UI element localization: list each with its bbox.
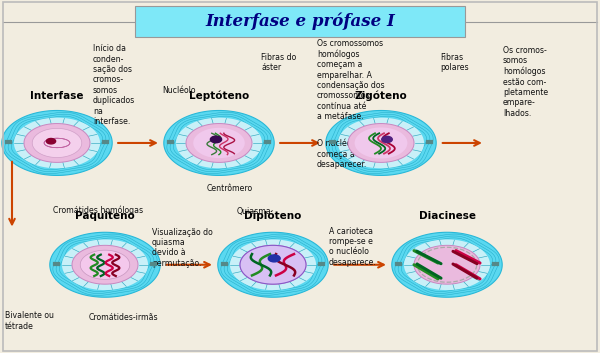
Polygon shape <box>32 128 82 157</box>
Text: Interfase e prófase I: Interfase e prófase I <box>205 13 395 30</box>
Text: Diacinese: Diacinese <box>419 211 476 221</box>
Polygon shape <box>50 232 160 297</box>
Polygon shape <box>193 128 245 158</box>
Text: Início da
conden-
sação dos
cromos-
somos
duplicados
na
interfase.: Início da conden- sação dos cromos- somo… <box>93 44 135 126</box>
Polygon shape <box>176 118 262 168</box>
Polygon shape <box>355 127 407 158</box>
Text: Paquiteno: Paquiteno <box>75 211 135 221</box>
Polygon shape <box>326 110 436 175</box>
Polygon shape <box>338 118 424 168</box>
Text: Os cromossomos
homólogos
começam a
emparelhar. A
condensação dos
cromossomos
con: Os cromossomos homólogos começam a empar… <box>317 39 385 121</box>
Text: Zigóteno: Zigóteno <box>355 90 407 101</box>
Circle shape <box>268 255 280 262</box>
Text: A carioteca
rompe-se e
o nucléolo
desaparece.: A carioteca rompe-se e o nucléolo desapa… <box>329 227 377 267</box>
Polygon shape <box>62 239 148 290</box>
Polygon shape <box>72 245 138 284</box>
Text: O nucléolo
começa a
desaparecer.: O nucléolo começa a desaparecer. <box>317 139 367 169</box>
Polygon shape <box>230 239 316 290</box>
Polygon shape <box>240 245 306 284</box>
Polygon shape <box>218 232 328 297</box>
Polygon shape <box>240 245 306 284</box>
Polygon shape <box>414 245 480 284</box>
Text: Fibras
polares: Fibras polares <box>440 53 469 72</box>
Text: Os cromos-
somos
homólogos
estão com-
pletamente
empare-
lhados.: Os cromos- somos homólogos estão com- pl… <box>503 46 548 118</box>
Text: Cromátides homólogas: Cromátides homólogas <box>53 205 143 215</box>
Text: Bivalente ou
tétrade: Bivalente ou tétrade <box>5 311 54 331</box>
Circle shape <box>211 136 221 143</box>
Circle shape <box>46 138 56 144</box>
Polygon shape <box>404 239 490 290</box>
Polygon shape <box>2 110 112 175</box>
Polygon shape <box>24 124 90 162</box>
Text: Quiasma: Quiasma <box>237 207 272 215</box>
Polygon shape <box>164 110 274 175</box>
Circle shape <box>382 136 392 143</box>
Polygon shape <box>80 250 130 279</box>
Polygon shape <box>392 232 502 297</box>
Polygon shape <box>186 124 252 162</box>
Text: Centrômero: Centrômero <box>207 184 253 192</box>
Polygon shape <box>14 118 100 168</box>
Text: Diplóteno: Diplóteno <box>244 210 302 221</box>
Text: Cromátides-irmãs: Cromátides-irmãs <box>89 313 158 322</box>
Text: Interfase: Interfase <box>30 91 84 101</box>
Polygon shape <box>348 124 414 162</box>
Text: Leptóteno: Leptóteno <box>189 90 249 101</box>
FancyBboxPatch shape <box>135 6 465 37</box>
Text: Nucléolo: Nucléolo <box>162 86 196 95</box>
Text: Visualização do
quiasma
devido à
permutação.: Visualização do quiasma devido à permuta… <box>152 228 212 268</box>
Text: Fibras do
áster: Fibras do áster <box>261 53 296 72</box>
